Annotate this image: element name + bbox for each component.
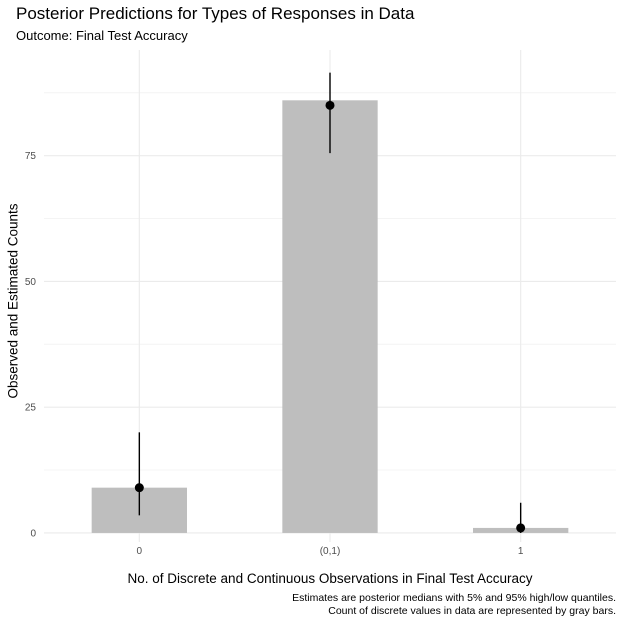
- chart-subtitle: Outcome: Final Test Accuracy: [16, 28, 188, 43]
- median-point-1: [325, 100, 335, 110]
- y-tick-labels: 0 25 50 75: [25, 151, 37, 539]
- median-point-2: [516, 523, 526, 533]
- bar-1: [282, 100, 378, 533]
- x-tick-label: 0: [137, 546, 143, 557]
- median-points: [134, 100, 526, 533]
- x-tick-label: (0,1): [320, 546, 341, 557]
- y-axis-label: Observed and Estimated Counts: [5, 203, 21, 399]
- y-tick-label: 0: [30, 528, 36, 539]
- x-axis-label: No. of Discrete and Continuous Observati…: [127, 571, 533, 586]
- median-point-0: [134, 483, 144, 493]
- x-tick-label: 1: [518, 546, 524, 557]
- y-tick-label: 25: [25, 403, 37, 414]
- y-tick-label: 75: [25, 151, 37, 162]
- caption-line-2: Count of discrete values in data are rep…: [328, 605, 616, 617]
- chart-title: Posterior Predictions for Types of Respo…: [16, 4, 415, 23]
- x-tick-labels: 0 (0,1) 1: [137, 546, 524, 557]
- bars: [91, 100, 569, 533]
- y-tick-label: 50: [25, 277, 37, 288]
- caption-line-1: Estimates are posterior medians with 5% …: [292, 592, 616, 604]
